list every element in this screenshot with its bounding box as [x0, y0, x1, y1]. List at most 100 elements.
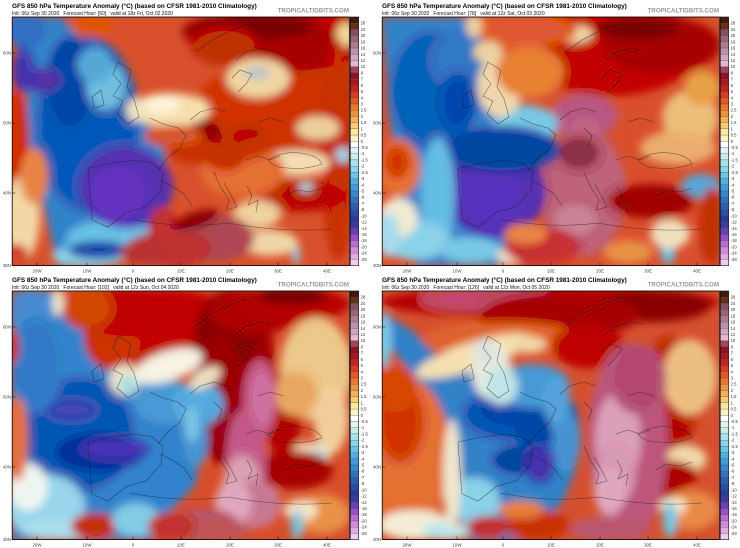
svg-text:10: 10 [731, 64, 736, 69]
svg-text:-12: -12 [731, 220, 738, 225]
svg-text:14: 14 [361, 326, 366, 331]
svg-text:3: 3 [731, 376, 734, 381]
svg-text:60N: 60N [373, 51, 381, 56]
svg-text:30N: 30N [3, 263, 11, 268]
svg-text:7: 7 [731, 351, 734, 356]
svg-text:10E: 10E [177, 269, 185, 274]
svg-text:30E: 30E [644, 543, 652, 548]
svg-text:40N: 40N [3, 191, 11, 196]
svg-text:TROPICALTIDBITS.COM: TROPICALTIDBITS.COM [648, 282, 719, 289]
svg-text:10W: 10W [452, 543, 462, 548]
svg-text:30N: 30N [373, 537, 381, 542]
svg-text:5: 5 [361, 363, 364, 368]
svg-text:4: 4 [361, 95, 364, 100]
svg-text:50N: 50N [3, 395, 11, 400]
svg-text:-5: -5 [731, 189, 735, 194]
svg-text:-18: -18 [361, 238, 368, 243]
svg-text:0.5: 0.5 [361, 133, 367, 138]
svg-text:-0.5: -0.5 [731, 419, 739, 424]
svg-text:20W: 20W [32, 543, 42, 548]
svg-text:-1: -1 [361, 425, 365, 430]
svg-text:24: 24 [361, 27, 366, 32]
svg-text:-2.5: -2.5 [361, 170, 369, 175]
svg-text:-6: -6 [731, 195, 735, 200]
svg-text:12: 12 [361, 58, 366, 63]
svg-text:GFS 850 hPa Temperature Anomal: GFS 850 hPa Temperature Anomaly (°C) (ba… [382, 276, 627, 284]
svg-text:-28: -28 [361, 257, 368, 262]
svg-text:-6: -6 [361, 195, 365, 200]
svg-text:0: 0 [361, 413, 364, 418]
svg-text:8: 8 [731, 70, 734, 75]
svg-text:40E: 40E [693, 543, 701, 548]
svg-text:Init: 06z Sep 30 2020 Foreca: Init: 06z Sep 30 2020 Forecast Hour: [10… [12, 285, 179, 291]
svg-text:30E: 30E [274, 543, 282, 548]
svg-text:-14: -14 [731, 500, 738, 505]
svg-text:3: 3 [731, 102, 734, 107]
svg-text:20E: 20E [596, 543, 604, 548]
svg-text:TROPICALTIDBITS.COM: TROPICALTIDBITS.COM [648, 8, 719, 15]
svg-text:30N: 30N [3, 537, 11, 542]
svg-text:14: 14 [731, 326, 736, 331]
svg-text:50N: 50N [3, 121, 11, 126]
svg-text:-24: -24 [361, 525, 368, 530]
svg-text:12: 12 [731, 58, 736, 63]
svg-text:-2: -2 [361, 164, 365, 169]
svg-text:GFS 850 hPa Temperature Anomal: GFS 850 hPa Temperature Anomaly (°C) (ba… [12, 276, 257, 284]
svg-text:TROPICALTIDBITS.COM: TROPICALTIDBITS.COM [278, 8, 349, 15]
svg-text:60N: 60N [3, 325, 11, 330]
svg-text:-3: -3 [361, 176, 365, 181]
svg-text:8: 8 [731, 344, 734, 349]
svg-text:-14: -14 [361, 500, 368, 505]
svg-text:-14: -14 [361, 226, 368, 231]
svg-text:30E: 30E [644, 269, 652, 274]
svg-text:8: 8 [361, 344, 364, 349]
svg-text:-12: -12 [361, 220, 368, 225]
svg-text:-18: -18 [731, 238, 738, 243]
svg-text:1.5: 1.5 [731, 394, 737, 399]
svg-text:-24: -24 [361, 251, 368, 256]
svg-text:20E: 20E [226, 543, 234, 548]
svg-text:0.5: 0.5 [731, 133, 737, 138]
svg-text:-16: -16 [731, 232, 738, 237]
svg-text:18: 18 [361, 39, 366, 44]
svg-text:5: 5 [361, 89, 364, 94]
svg-text:5: 5 [731, 89, 734, 94]
svg-text:10E: 10E [547, 269, 555, 274]
svg-text:Init: 06z Sep 30 2020 Foreca: Init: 06z Sep 30 2020 Forecast Hour: [12… [382, 285, 550, 291]
svg-text:4: 4 [731, 369, 734, 374]
svg-text:12: 12 [731, 332, 736, 337]
svg-text:4: 4 [731, 95, 734, 100]
svg-text:-28: -28 [731, 531, 738, 536]
svg-text:16: 16 [361, 320, 366, 325]
svg-text:-1: -1 [731, 151, 735, 156]
svg-text:7: 7 [361, 77, 364, 82]
svg-text:24: 24 [731, 27, 736, 32]
svg-text:-1: -1 [731, 425, 735, 430]
svg-text:2.5: 2.5 [731, 382, 737, 387]
svg-text:-16: -16 [361, 506, 368, 511]
svg-text:3: 3 [361, 376, 364, 381]
svg-text:1.5: 1.5 [361, 120, 367, 125]
svg-text:50N: 50N [373, 121, 381, 126]
svg-text:Init: 06z Sep 30 2020 Foreca: Init: 06z Sep 30 2020 Forecast Hour: [60… [12, 11, 173, 17]
svg-text:0: 0 [361, 139, 364, 144]
svg-text:0: 0 [731, 413, 734, 418]
svg-text:28: 28 [731, 295, 736, 300]
svg-text:8: 8 [361, 70, 364, 75]
svg-text:-16: -16 [731, 506, 738, 511]
svg-text:6: 6 [731, 357, 734, 362]
svg-text:-4: -4 [731, 182, 735, 187]
svg-text:14: 14 [731, 52, 736, 57]
svg-text:1: 1 [361, 400, 364, 405]
svg-text:-6: -6 [731, 469, 735, 474]
svg-text:GFS 850 hPa Temperature Anomal: GFS 850 hPa Temperature Anomaly (°C) (ba… [382, 2, 627, 10]
svg-text:28: 28 [731, 21, 736, 26]
svg-text:2.5: 2.5 [361, 382, 367, 387]
svg-text:40N: 40N [3, 465, 11, 470]
svg-text:20: 20 [361, 33, 366, 38]
svg-text:20: 20 [731, 33, 736, 38]
svg-text:6: 6 [361, 357, 364, 362]
svg-text:1.5: 1.5 [731, 120, 737, 125]
svg-text:24: 24 [361, 301, 366, 306]
svg-text:16: 16 [361, 46, 366, 51]
